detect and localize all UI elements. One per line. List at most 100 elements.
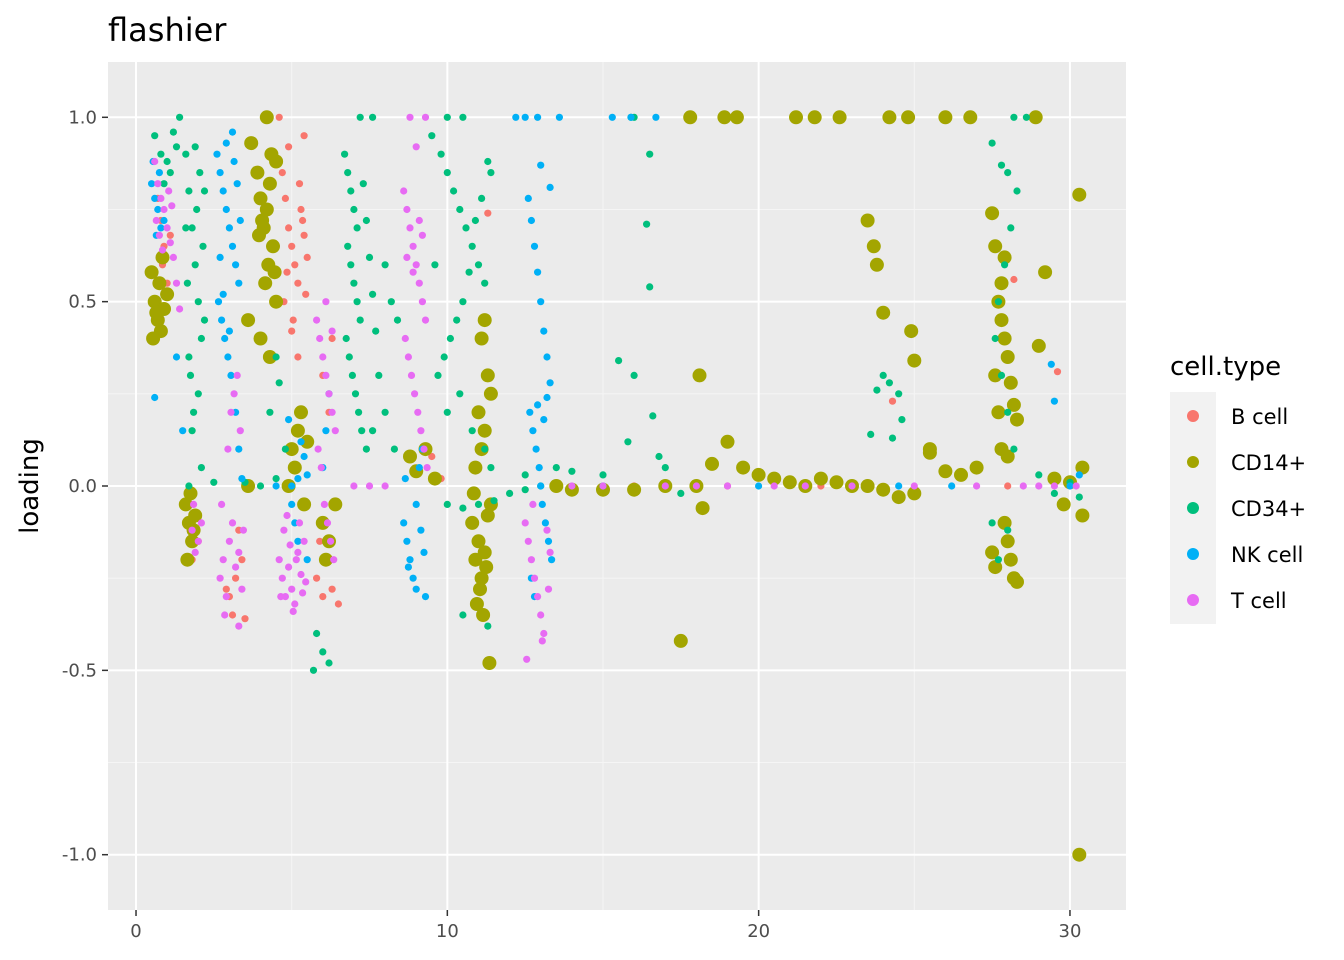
point-cd14 — [294, 405, 308, 420]
point-nk-cell — [272, 482, 280, 490]
point-cd14 — [328, 497, 343, 512]
point-cd14 — [997, 250, 1012, 265]
point-cd34 — [988, 519, 996, 527]
y-axis: 1.0 0.5 0.0 -0.5 -1.0 — [62, 107, 108, 866]
point-nk-cell — [546, 183, 554, 191]
point-cd14 — [1038, 265, 1053, 280]
point-cd34 — [266, 408, 274, 416]
point-nk-cell — [537, 482, 545, 490]
point-cd14 — [250, 165, 265, 180]
point-t-cell — [291, 600, 299, 608]
point-cd14 — [1047, 471, 1062, 486]
point-cd34 — [341, 150, 349, 158]
point-cd14 — [813, 471, 828, 486]
point-t-cell — [420, 445, 428, 453]
point-cd34 — [661, 464, 669, 472]
point-cd34 — [256, 482, 265, 490]
point-cd34 — [471, 216, 479, 225]
point-cd14 — [253, 191, 268, 206]
point-t-cell — [235, 548, 243, 557]
point-b-cell — [288, 327, 296, 335]
point-cd34 — [481, 279, 489, 287]
point-cd34 — [1004, 526, 1012, 534]
point-cd34 — [342, 334, 350, 343]
point-cd34 — [362, 216, 370, 225]
point-cd14 — [479, 560, 494, 575]
point-cd34 — [393, 316, 402, 324]
point-t-cell — [327, 537, 335, 545]
point-t-cell — [521, 519, 529, 527]
point-cd14 — [549, 479, 564, 493]
point-nk-cell — [1075, 471, 1083, 479]
point-t-cell — [365, 482, 374, 490]
point-b-cell — [285, 143, 293, 151]
point-t-cell — [414, 408, 422, 416]
legend-label: CD14+ — [1231, 451, 1306, 475]
point-cd34 — [481, 445, 489, 453]
point-cd34 — [1007, 224, 1015, 232]
point-cd34 — [450, 187, 458, 195]
point-nk-cell — [409, 574, 417, 582]
point-b-cell — [334, 600, 342, 608]
point-cd34 — [437, 150, 445, 158]
point-t-cell — [314, 445, 322, 453]
point-cd14 — [985, 545, 1000, 560]
point-t-cell — [285, 563, 293, 571]
point-t-cell — [300, 537, 308, 545]
point-cd34 — [182, 150, 190, 158]
point-t-cell — [166, 239, 174, 247]
point-nk-cell — [412, 500, 420, 508]
point-cd34 — [200, 316, 209, 324]
point-t-cell — [568, 482, 576, 490]
point-cd34 — [185, 482, 193, 490]
point-t-cell — [406, 224, 414, 232]
point-t-cell — [283, 511, 291, 520]
point-cd14 — [695, 501, 710, 516]
point-cd34 — [325, 659, 333, 667]
point-t-cell — [160, 205, 168, 214]
point-cd34 — [348, 371, 356, 379]
point-cd34 — [459, 113, 467, 121]
point-b-cell — [484, 209, 492, 217]
point-t-cell — [228, 519, 237, 527]
point-cd34 — [521, 486, 529, 494]
x-tick-label: 20 — [747, 921, 770, 942]
point-cd14 — [1000, 449, 1015, 464]
point-nk-cell — [406, 556, 414, 564]
point-cd14 — [146, 331, 161, 346]
point-nk-cell — [218, 316, 226, 324]
point-t-cell — [523, 655, 531, 663]
point-cd34 — [521, 471, 529, 479]
point-cd34 — [456, 205, 464, 214]
point-nk-cell — [225, 224, 233, 232]
point-cd14 — [480, 508, 495, 523]
point-t-cell — [316, 334, 324, 343]
point-t-cell — [277, 593, 285, 601]
point-nk-cell — [535, 464, 543, 472]
point-t-cell — [412, 143, 420, 151]
point-cd14 — [477, 423, 492, 438]
point-cd34 — [176, 113, 184, 121]
point-cd14 — [832, 110, 847, 125]
point-cd34 — [172, 143, 181, 151]
point-nk-cell — [151, 194, 159, 202]
point-cd34 — [459, 504, 467, 512]
point-t-cell — [168, 202, 176, 210]
point-cd34 — [446, 334, 454, 343]
point-cd34 — [387, 298, 395, 306]
point-cd34 — [210, 478, 218, 486]
point-b-cell — [288, 242, 296, 250]
point-t-cell — [400, 187, 408, 195]
point-cd34 — [381, 408, 389, 416]
point-nk-cell — [548, 556, 556, 564]
point-t-cell — [152, 216, 160, 225]
point-cd14 — [269, 294, 284, 309]
point-cd14 — [1003, 375, 1018, 390]
legend: B cell CD14+ CD34+ NK cell T cell — [1187, 405, 1306, 613]
point-cd14 — [988, 239, 1003, 254]
point-nk-cell — [895, 482, 903, 490]
point-cd34 — [552, 464, 560, 472]
point-t-cell — [176, 305, 184, 313]
point-t-cell — [401, 334, 409, 343]
point-cd14 — [241, 313, 256, 328]
